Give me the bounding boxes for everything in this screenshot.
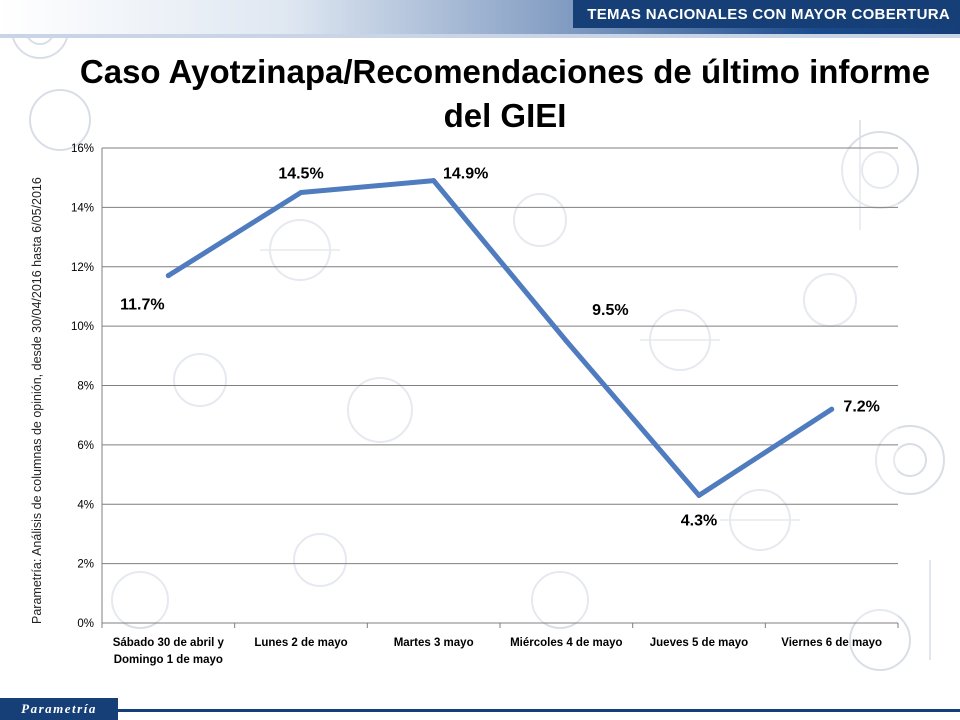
footer-divider bbox=[118, 709, 960, 712]
x-tick-label-line: Martes 3 mayo bbox=[394, 637, 474, 649]
y-tick-label: 4% bbox=[77, 499, 94, 511]
x-tick-label: Lunes 2 de mayo bbox=[254, 637, 347, 649]
data-point bbox=[298, 190, 304, 196]
y-tick-label: 10% bbox=[71, 321, 94, 333]
x-tick-label: Sábado 30 de abril y Domingo 1 de mayo bbox=[113, 637, 225, 666]
series-line bbox=[165, 178, 835, 498]
data-label: 11.7% bbox=[120, 297, 164, 314]
x-tick-label-line: Jueves 5 de mayo bbox=[650, 637, 748, 649]
x-tick-label-line: Viernes 6 de mayo bbox=[781, 637, 882, 649]
data-label: 7.2% bbox=[843, 398, 879, 415]
data-label: 4.3% bbox=[681, 512, 717, 529]
data-label: 9.5% bbox=[592, 302, 628, 319]
chart-title: Caso Ayotzinapa/Recomendaciones de últim… bbox=[79, 53, 931, 134]
y-tick-label: 0% bbox=[77, 618, 94, 630]
data-point bbox=[165, 273, 171, 279]
parametria-logo: Parametría bbox=[0, 698, 118, 720]
data-label: 14.5% bbox=[278, 166, 323, 183]
x-tick-label-line: Lunes 2 de mayo bbox=[254, 637, 347, 649]
y-tick-label: 14% bbox=[71, 202, 94, 214]
data-point bbox=[696, 492, 702, 498]
y-tick-label: 8% bbox=[77, 381, 94, 393]
x-tick-label-line: Sábado 30 de abril y bbox=[113, 637, 225, 649]
y-tick-label: 12% bbox=[71, 262, 94, 274]
y-tick-label: 16% bbox=[71, 143, 94, 155]
data-point bbox=[563, 338, 569, 344]
x-tick-label: Viernes 6 de mayo bbox=[781, 637, 882, 649]
top-bar-underline bbox=[0, 34, 960, 38]
section-banner: TEMAS NACIONALES CON MAYOR COBERTURA bbox=[573, 0, 960, 28]
x-tick-label-line: Miércoles 4 de mayo bbox=[510, 637, 623, 649]
x-tick-label: Jueves 5 de mayo bbox=[650, 637, 748, 649]
data-point bbox=[829, 406, 835, 412]
x-tick-label-line: Domingo 1 de mayo bbox=[114, 654, 223, 666]
x-tick-label: Miércoles 4 de mayo bbox=[510, 637, 623, 649]
x-tick-label: Martes 3 mayo bbox=[394, 637, 474, 649]
y-tick-label: 2% bbox=[77, 559, 94, 571]
y-tick-label: 6% bbox=[77, 440, 94, 452]
data-label: 14.9% bbox=[443, 166, 488, 183]
data-point bbox=[431, 178, 437, 184]
